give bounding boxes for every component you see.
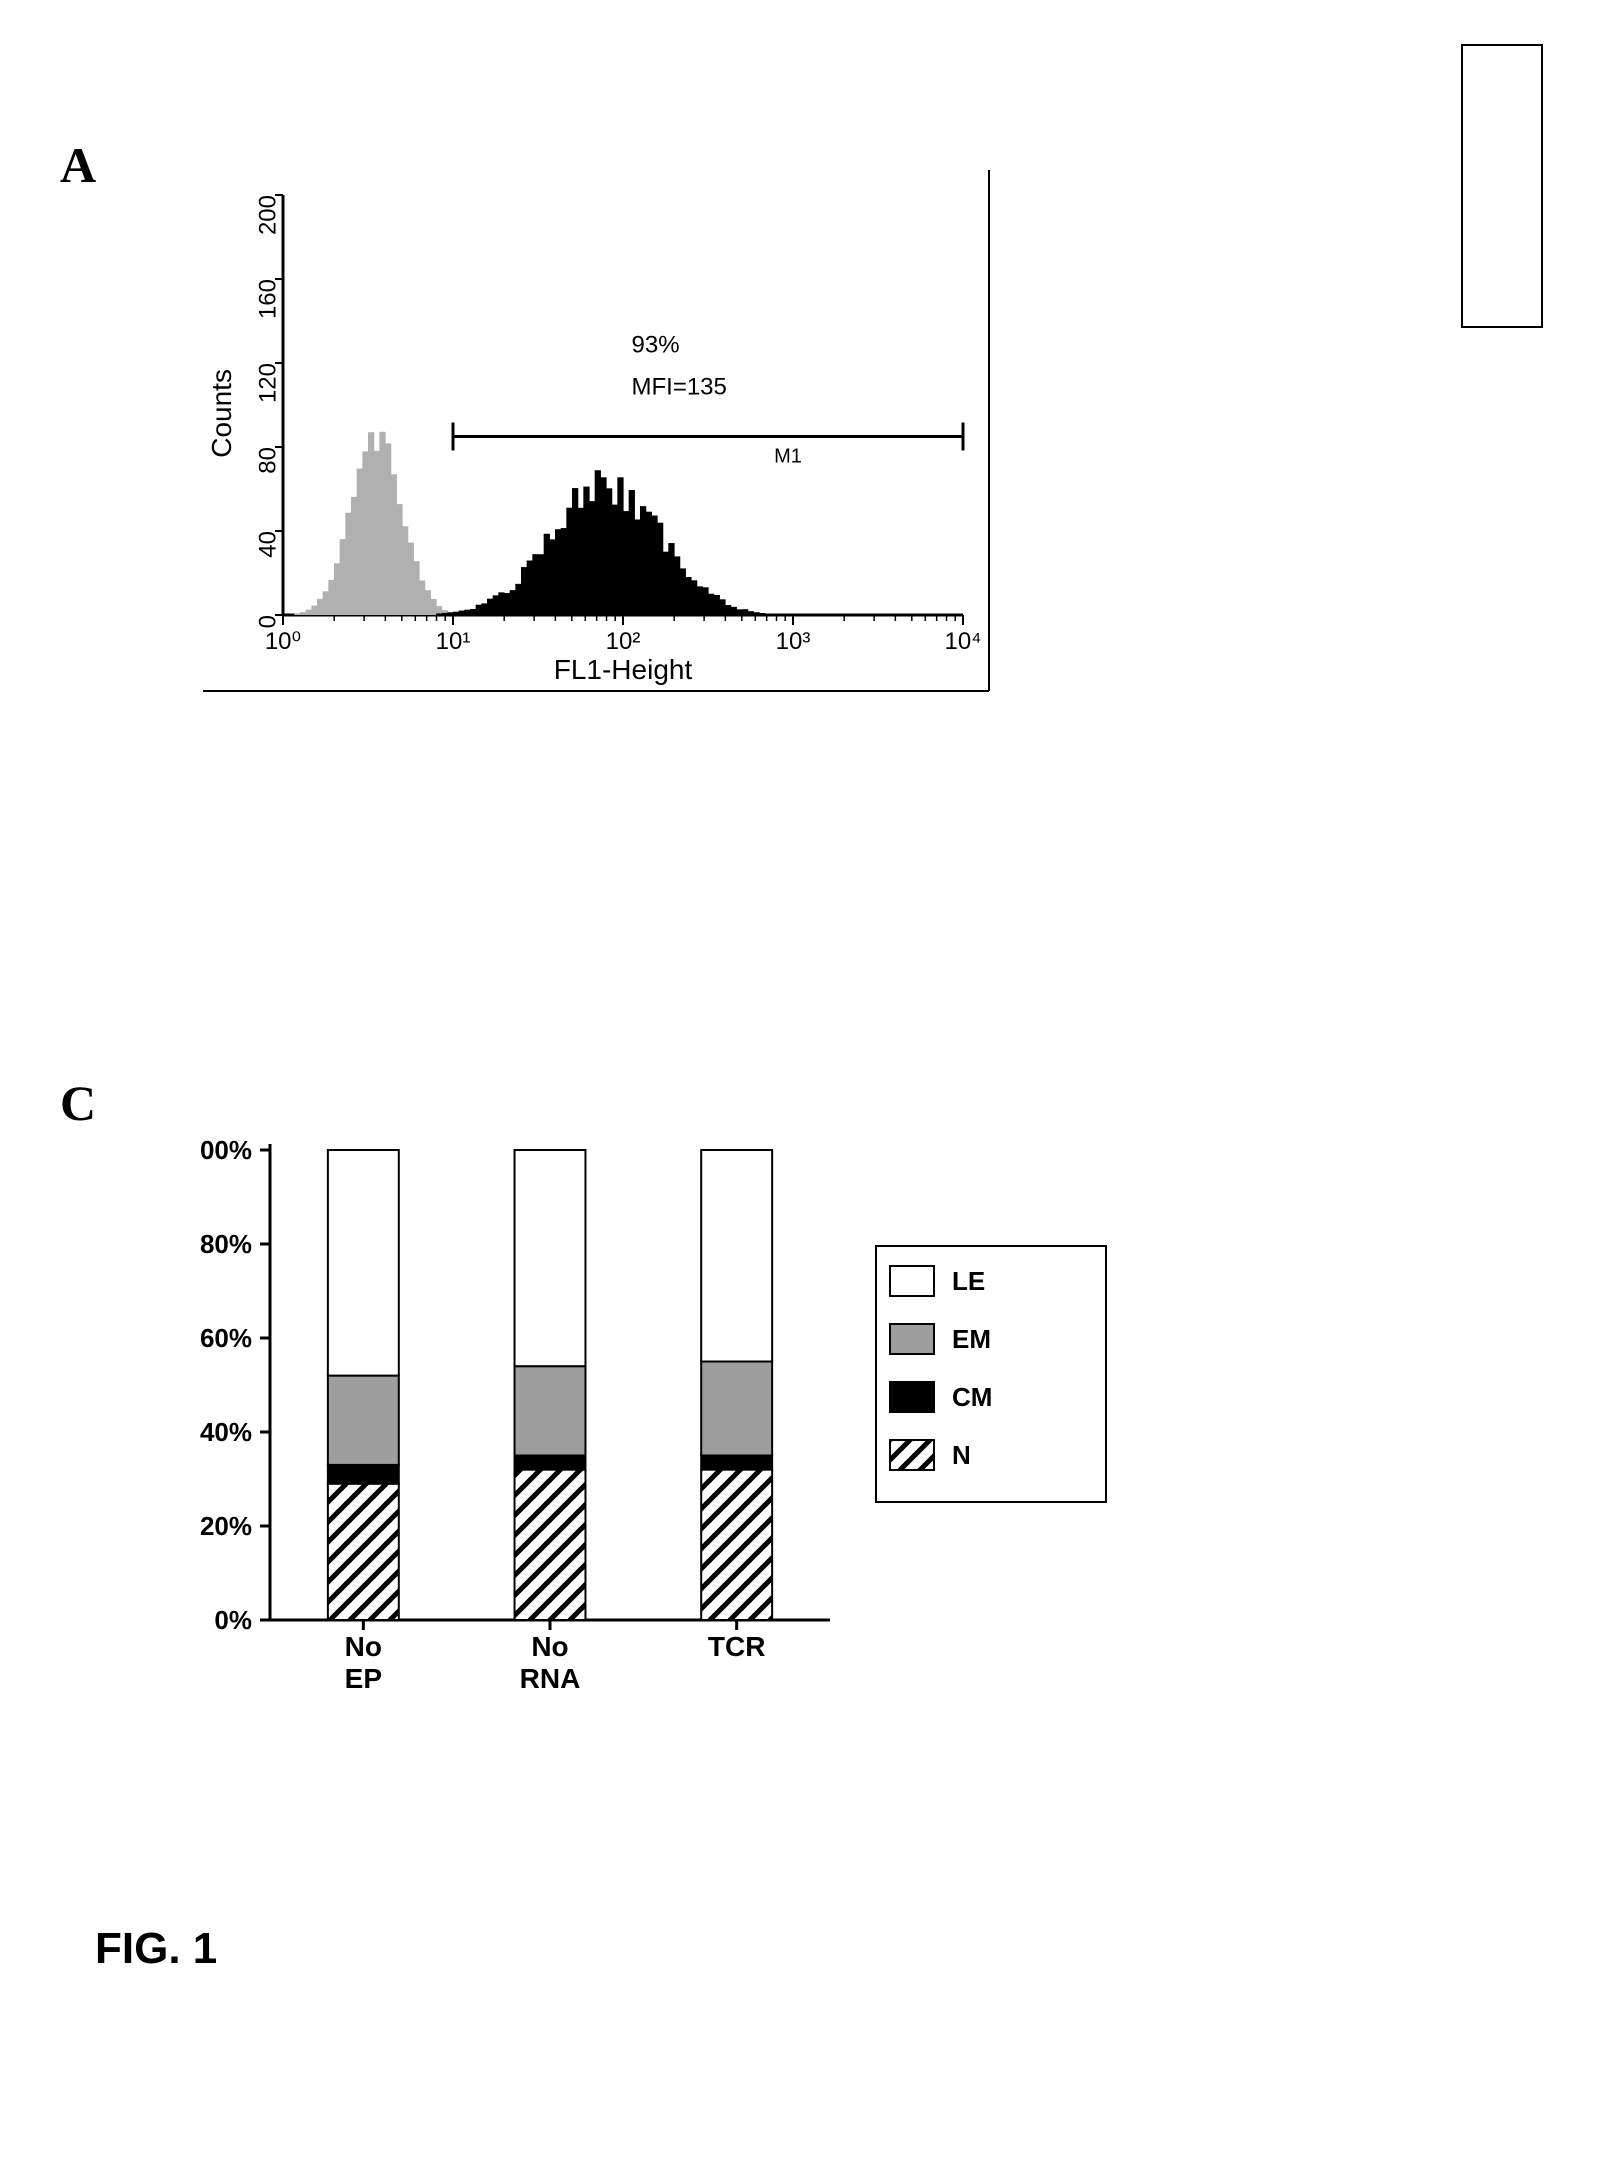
panel-a-svg: 0 40 80 120 160 200 Counts 10⁰ 10¹ 10² 10³ 10⁴ FL1-H… (195, 170, 995, 710)
panel-c-svg: 0%20%40%60%80%100%NoEPNoRNATCR LEEMCMN (200, 1130, 1250, 1770)
side-empty-box (1461, 44, 1543, 328)
svg-text:0%: 0% (214, 1605, 252, 1635)
svg-text:RNA: RNA (520, 1663, 581, 1694)
svg-text:40%: 40% (200, 1417, 252, 1447)
svg-text:10⁰: 10⁰ (265, 628, 301, 655)
svg-text:0: 0 (254, 615, 281, 628)
svg-text:No: No (531, 1631, 568, 1662)
svg-text:EM: EM (952, 1324, 991, 1354)
figure-caption: FIG. 1 (95, 1924, 217, 1974)
svg-text:MFI=135: MFI=135 (632, 374, 727, 401)
svg-text:60%: 60% (200, 1323, 252, 1353)
svg-text:160: 160 (254, 279, 281, 319)
svg-text:N: N (952, 1440, 971, 1470)
svg-text:TCR: TCR (708, 1631, 766, 1662)
panel-c-label: C (60, 1074, 96, 1132)
svg-text:10¹: 10¹ (436, 628, 471, 655)
panel-a: 0 40 80 120 160 200 Counts 10⁰ 10¹ 10² 10³ 10⁴ FL1-H… (195, 170, 995, 690)
svg-text:CM: CM (952, 1382, 992, 1412)
svg-text:10³: 10³ (776, 628, 811, 655)
svg-text:200: 200 (254, 195, 281, 235)
svg-text:M1: M1 (774, 446, 802, 468)
svg-text:LE: LE (952, 1266, 985, 1296)
svg-text:100%: 100% (200, 1135, 252, 1165)
svg-text:80: 80 (254, 447, 281, 474)
svg-text:No: No (345, 1631, 382, 1662)
svg-text:20%: 20% (200, 1511, 252, 1541)
svg-text:93%: 93% (632, 332, 680, 359)
svg-text:Counts: Counts (206, 369, 237, 458)
svg-text:120: 120 (254, 363, 281, 403)
panel-a-label: A (60, 136, 96, 194)
svg-text:10⁴: 10⁴ (944, 628, 981, 655)
panel-c: 0%20%40%60%80%100%NoEPNoRNATCR LEEMCMN (200, 1130, 1250, 1750)
svg-text:EP: EP (345, 1663, 382, 1694)
svg-text:FL1-Height: FL1-Height (554, 654, 693, 685)
svg-text:80%: 80% (200, 1229, 252, 1259)
svg-text:10²: 10² (606, 628, 641, 655)
svg-text:40: 40 (254, 531, 281, 558)
